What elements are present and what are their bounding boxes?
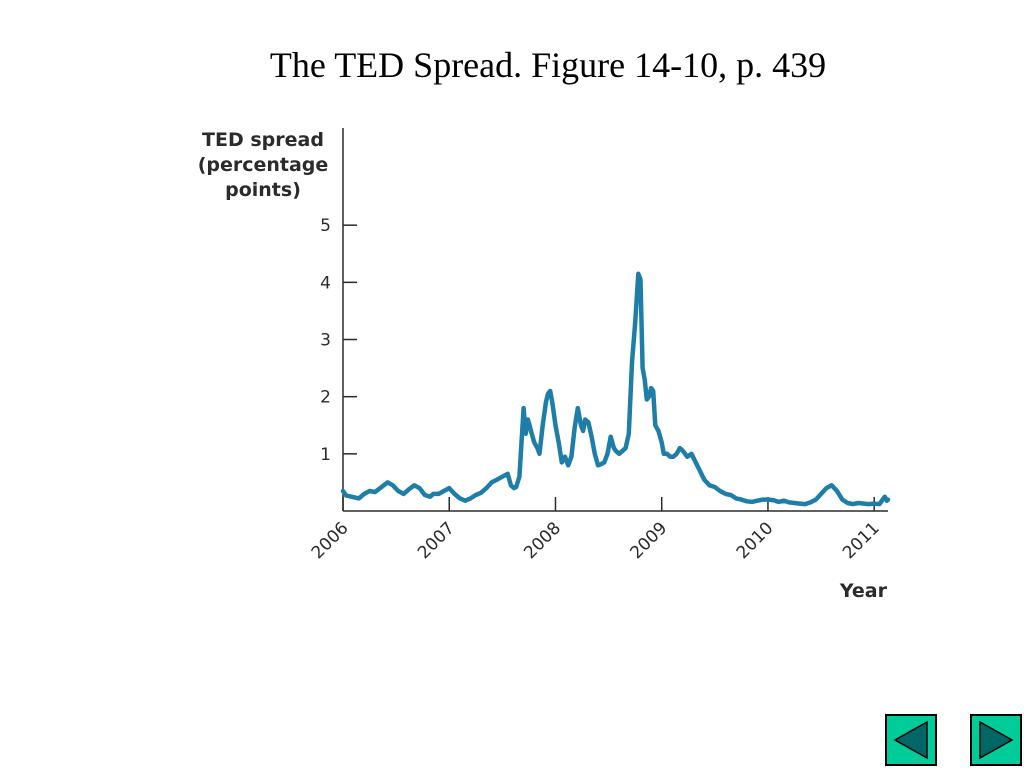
- ted-spread-chart: TED spread (percentage points) 1 2 3 4 5 200…: [198, 128, 891, 602]
- ted-spread-line: [340, 271, 891, 507]
- previous-slide-button[interactable]: [885, 714, 937, 766]
- y-tick-label: 2: [320, 388, 331, 408]
- x-axis-ticks: 2006 2007 2008 2009 2010 2011: [308, 497, 884, 563]
- x-tick-label: 2007: [414, 518, 459, 563]
- triangle-left-icon: [893, 720, 928, 760]
- x-tick-label: 2011: [839, 518, 884, 563]
- next-slide-button[interactable]: [970, 714, 1022, 766]
- x-tick-label: 2008: [520, 518, 565, 563]
- y-axis-title: TED spread (percentage points): [198, 129, 329, 201]
- triangle-right-icon: [979, 720, 1014, 760]
- y-tick-label: 5: [320, 216, 331, 236]
- x-tick-label: 2010: [733, 518, 778, 563]
- slide-title: The TED Spread. Figure 14-10, p. 439: [269, 45, 827, 85]
- y-axis-title-line-1: TED spread: [202, 129, 324, 151]
- y-axis-title-line-3: points): [225, 179, 301, 201]
- y-axis-title-line-2: (percentage: [198, 154, 329, 176]
- x-tick-label: 2009: [627, 518, 672, 563]
- y-axis-ticks: 1 2 3 4 5: [320, 216, 357, 465]
- y-tick-label: 1: [320, 445, 331, 465]
- y-tick-label: 3: [320, 331, 331, 351]
- x-axis-title: Year: [839, 580, 888, 602]
- y-tick-label: 4: [320, 273, 331, 293]
- x-tick-label: 2006: [308, 518, 353, 563]
